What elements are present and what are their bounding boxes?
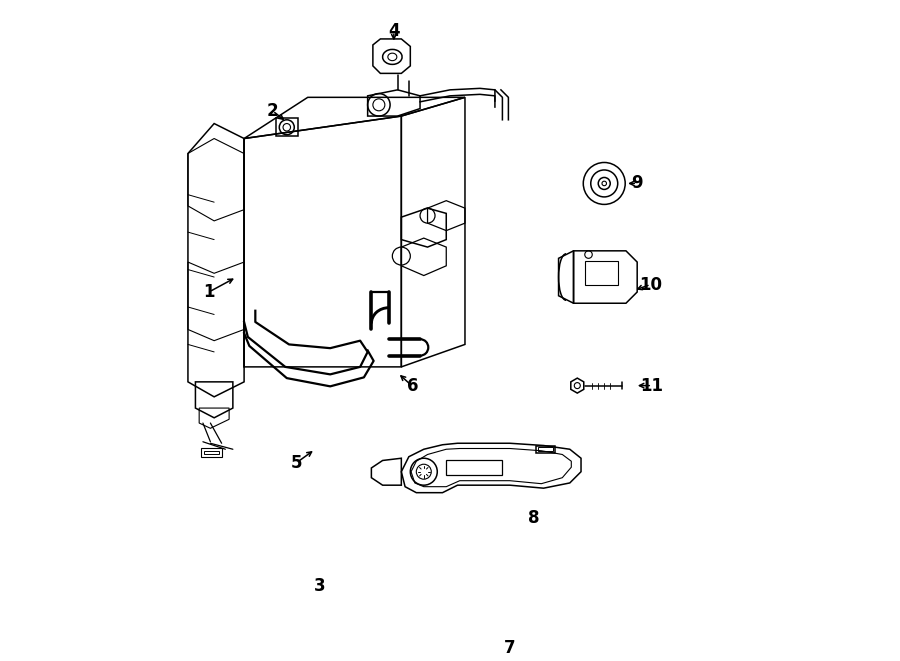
Text: 8: 8 — [528, 509, 540, 527]
Text: 6: 6 — [407, 377, 418, 395]
Text: 1: 1 — [203, 283, 215, 301]
Text: 2: 2 — [266, 102, 278, 120]
Text: 3: 3 — [314, 576, 326, 594]
Text: 4: 4 — [388, 22, 400, 40]
Text: 5: 5 — [291, 453, 302, 472]
Text: 10: 10 — [639, 276, 662, 293]
Text: 7: 7 — [504, 639, 516, 656]
Text: 11: 11 — [641, 377, 663, 395]
Text: 9: 9 — [632, 175, 643, 192]
